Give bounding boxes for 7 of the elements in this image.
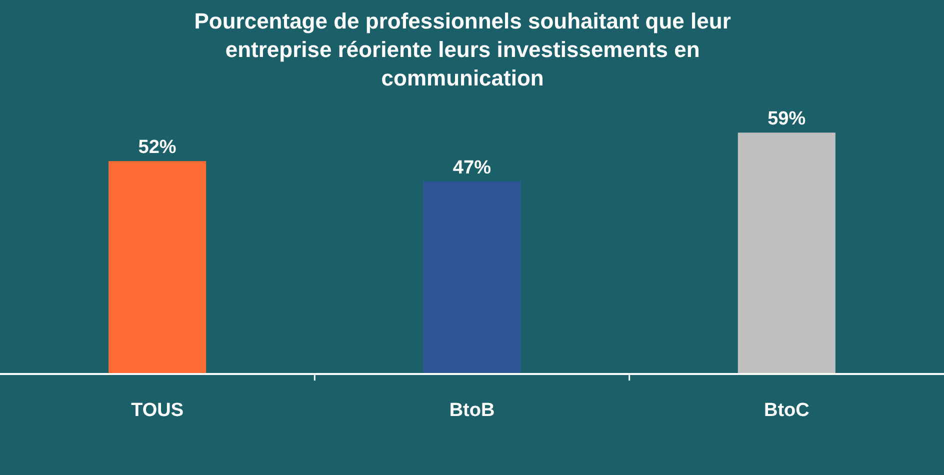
data-label: 59% [768, 108, 806, 130]
chart-title: Pourcentage de professionnels souhaitant que leur entreprise réoriente leurs investissements en communication [194, 8, 732, 91]
x-tick-label: BtoB [449, 400, 495, 421]
x-tick-label: BtoC [764, 400, 810, 421]
x-tick-label: TOUS [131, 400, 184, 421]
data-label: 52% [138, 137, 176, 158]
data-label: 47% [452, 158, 492, 179]
